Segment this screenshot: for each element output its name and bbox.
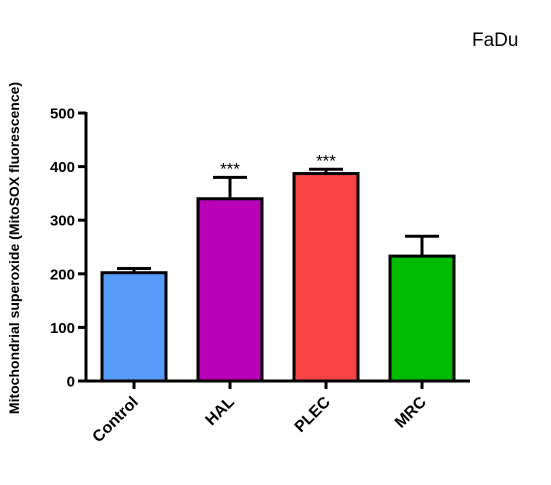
significance-label: *** — [316, 151, 336, 170]
y-axis-label: Mitochondrial superoxide (MitoSOX fluore… — [6, 82, 22, 414]
bar-mrc — [388, 254, 456, 383]
x-tick-label-mrc: MRC — [392, 393, 430, 431]
x-tick-label-hal: HAL — [203, 394, 238, 429]
bar-hal — [196, 197, 264, 383]
y-tick-label: 400 — [50, 159, 75, 176]
y-tick-label: 500 — [50, 106, 75, 123]
chart-title: FaDu — [472, 30, 518, 51]
y-tick-label: 0 — [67, 374, 75, 391]
significance-label: *** — [220, 159, 240, 178]
y-tick-label: 300 — [50, 213, 75, 230]
y-tick-label: 200 — [50, 266, 75, 283]
x-tick-label-plec: PLEC — [292, 393, 335, 436]
x-tick-label-control: Control — [90, 394, 142, 446]
bar-plec — [292, 172, 360, 383]
bar-control — [100, 271, 168, 383]
plot-area: 0 100 200 300 400 500 Control *** HAL *** PLEC MRC — [50, 106, 470, 446]
y-tick-label: 100 — [50, 320, 75, 337]
